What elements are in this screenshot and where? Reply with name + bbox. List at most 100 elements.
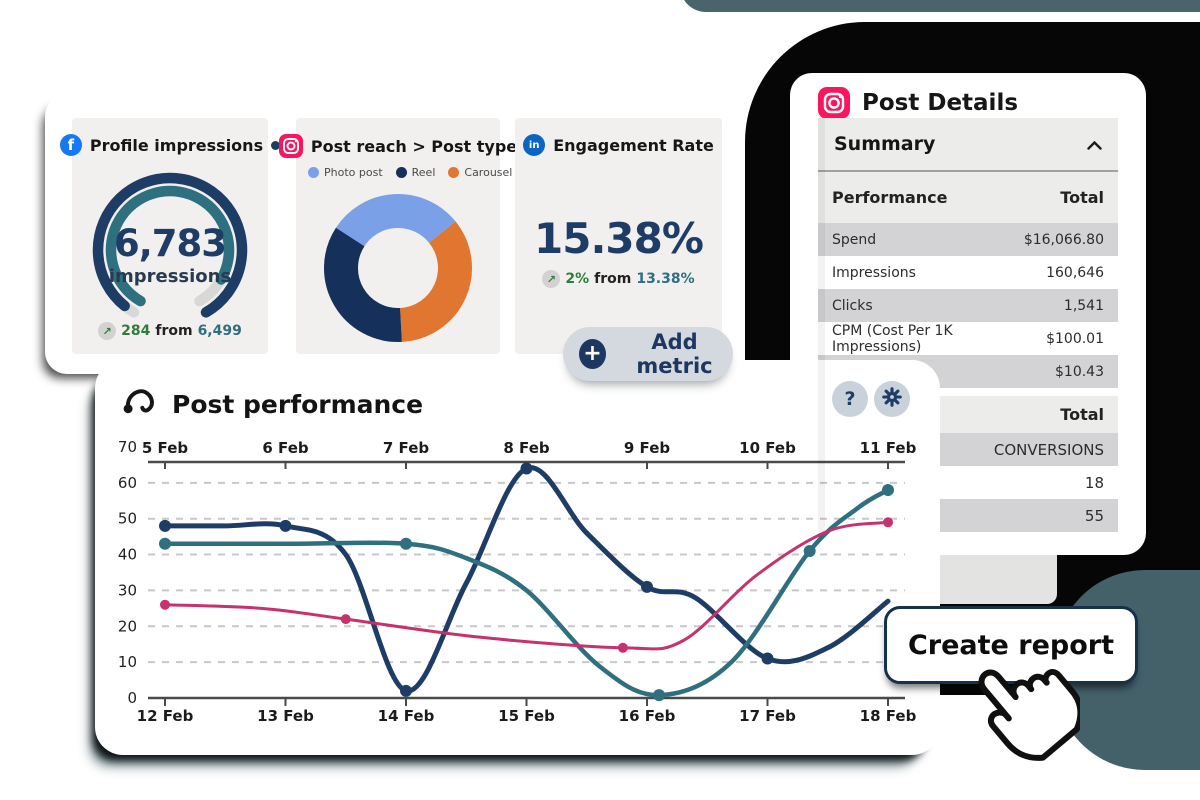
post-reach-donut-chart bbox=[324, 194, 472, 342]
legend-item: Carousel bbox=[448, 166, 512, 179]
svg-text:15 Feb: 15 Feb bbox=[498, 707, 555, 725]
row-value: 18 bbox=[1084, 473, 1104, 492]
table-spacer bbox=[818, 388, 1118, 396]
row-label: CPM (Cost Per 1K Impressions) bbox=[832, 322, 953, 355]
question-mark-icon: ? bbox=[844, 388, 856, 410]
legend-dot-icon bbox=[448, 167, 460, 178]
impressions-gauge-chart bbox=[92, 172, 248, 318]
row-value: 55 bbox=[1084, 506, 1104, 525]
delta-value: 284 bbox=[121, 323, 151, 339]
svg-text:50: 50 bbox=[118, 510, 137, 528]
legend-dot-icon bbox=[395, 167, 407, 178]
post-reach-header: Post reach > Post type bbox=[278, 134, 517, 158]
legend-label: Photo post bbox=[324, 166, 383, 179]
post-reach-title: Post reach > Post type bbox=[310, 136, 518, 156]
facebook-icon: f bbox=[59, 134, 82, 156]
row-value: CONVERSIONS bbox=[993, 440, 1104, 459]
delta-join: from bbox=[594, 271, 632, 287]
legend-label: Carousel bbox=[464, 166, 513, 179]
svg-text:30: 30 bbox=[118, 581, 137, 599]
gauge-icon bbox=[120, 384, 156, 424]
table-row: Spend $16,066.80 bbox=[818, 223, 1118, 256]
col-total: Total bbox=[1060, 188, 1104, 207]
svg-text:8 Feb: 8 Feb bbox=[503, 439, 549, 457]
profile-impressions-title: Profile impressions bbox=[89, 135, 264, 155]
row-value: $100.01 bbox=[1046, 330, 1104, 347]
instagram-icon bbox=[278, 134, 303, 158]
summary-label: Summary bbox=[834, 133, 936, 155]
post-details-header: Post Details bbox=[818, 87, 1018, 119]
delta-base: 6,499 bbox=[197, 323, 242, 339]
engagement-rate-value: 15.38% bbox=[534, 214, 704, 263]
hand-cursor-icon bbox=[978, 669, 1080, 761]
summary-section-header[interactable]: Summary bbox=[818, 118, 1118, 172]
engagement-rate-title: Engagement Rate bbox=[553, 135, 714, 155]
post-performance-card: 0 10 20 30 40 50 60 70 5 Feb 6 Feb 7 Feb 8 Feb 9 Feb… bbox=[95, 360, 940, 755]
svg-text:9 Feb: 9 Feb bbox=[624, 439, 670, 457]
post-performance-title: Post performance bbox=[172, 389, 424, 419]
impressions-delta: ↗ 284 from 6,499 bbox=[72, 322, 268, 340]
col-performance: Performance bbox=[832, 188, 948, 207]
post-reach-card: Post reach > Post type Photo post Reel Car… bbox=[278, 118, 517, 354]
svg-text:0: 0 bbox=[127, 689, 137, 707]
engagement-rate-card: in Engagement Rate 15.38% ↗ 2% from 13.3… bbox=[515, 118, 722, 354]
impressions-value: 6,783 bbox=[113, 222, 227, 265]
svg-text:17 Feb: 17 Feb bbox=[739, 707, 796, 725]
svg-text:70: 70 bbox=[118, 438, 137, 456]
svg-text:5 Feb: 5 Feb bbox=[142, 439, 188, 457]
settings-button[interactable] bbox=[874, 381, 910, 417]
svg-text:7 Feb: 7 Feb bbox=[383, 439, 429, 457]
post-performance-header: Post performance bbox=[120, 384, 423, 424]
help-button[interactable]: ? bbox=[832, 381, 868, 417]
svg-text:60: 60 bbox=[118, 474, 137, 492]
row-value: $16,066.80 bbox=[1023, 231, 1104, 248]
svg-text:18 Feb: 18 Feb bbox=[860, 707, 917, 725]
legend-label: Reel bbox=[411, 166, 436, 179]
svg-text:40: 40 bbox=[118, 546, 137, 564]
legend-item: Photo post bbox=[308, 166, 383, 179]
table-column-headers: Performance Total bbox=[818, 172, 1118, 223]
metrics-panel: f Profile impressions 6,783 impressions … bbox=[45, 94, 741, 374]
trend-up-icon: ↗ bbox=[98, 322, 117, 340]
instagram-icon bbox=[818, 87, 850, 119]
gear-icon bbox=[881, 386, 903, 412]
row-value: 160,646 bbox=[1046, 264, 1104, 281]
create-report-button[interactable]: Create report bbox=[884, 606, 1138, 684]
delta-join: from bbox=[155, 323, 193, 339]
svg-text:16 Feb: 16 Feb bbox=[619, 707, 676, 725]
totals-header: Total bbox=[1060, 405, 1104, 424]
table-row: Clicks 1,541 bbox=[818, 289, 1118, 322]
legend-dot-icon bbox=[308, 167, 319, 178]
donut-legend: Photo post Reel Carousel bbox=[308, 166, 512, 179]
row-value: 1,541 bbox=[1063, 297, 1104, 314]
row-value: $10.43 bbox=[1055, 363, 1104, 380]
profile-impressions-header: f Profile impressions bbox=[59, 134, 281, 156]
impressions-unit: impressions bbox=[108, 266, 232, 287]
legend-item: Reel bbox=[395, 166, 436, 179]
metric-dot-indicator bbox=[271, 140, 281, 150]
create-report-label: Create report bbox=[907, 629, 1114, 661]
background-accent-shape-top bbox=[680, 0, 1200, 12]
svg-text:11 Feb: 11 Feb bbox=[860, 439, 917, 457]
add-metric-button[interactable]: + Add metric bbox=[563, 327, 733, 381]
delta-value: 2% bbox=[565, 271, 590, 287]
svg-text:6 Feb: 6 Feb bbox=[262, 439, 308, 457]
row-label: Clicks bbox=[832, 297, 873, 314]
post-details-title: Post Details bbox=[862, 90, 1019, 116]
linkedin-icon: in bbox=[523, 134, 546, 156]
engagement-rate-header: in Engagement Rate bbox=[515, 134, 722, 156]
row-label: Impressions bbox=[832, 264, 916, 281]
svg-text:20: 20 bbox=[118, 617, 137, 635]
collapse-chevron-icon[interactable] bbox=[1087, 133, 1102, 155]
svg-text:14 Feb: 14 Feb bbox=[378, 707, 435, 725]
engagement-rate-delta: ↗ 2% from 13.38% bbox=[515, 270, 722, 288]
svg-text:10: 10 bbox=[118, 653, 137, 671]
row-label: Spend bbox=[832, 231, 877, 248]
table-row: CPM (Cost Per 1K Impressions) $100.01 bbox=[818, 322, 1118, 355]
plus-icon: + bbox=[579, 339, 607, 369]
svg-text:10 Feb: 10 Feb bbox=[739, 439, 796, 457]
performance-rows: Spend $16,066.80 Impressions 160,646 Clicks 1… bbox=[818, 223, 1118, 388]
add-metric-label: Add metric bbox=[636, 330, 713, 378]
table-row: Impressions 160,646 bbox=[818, 256, 1118, 289]
